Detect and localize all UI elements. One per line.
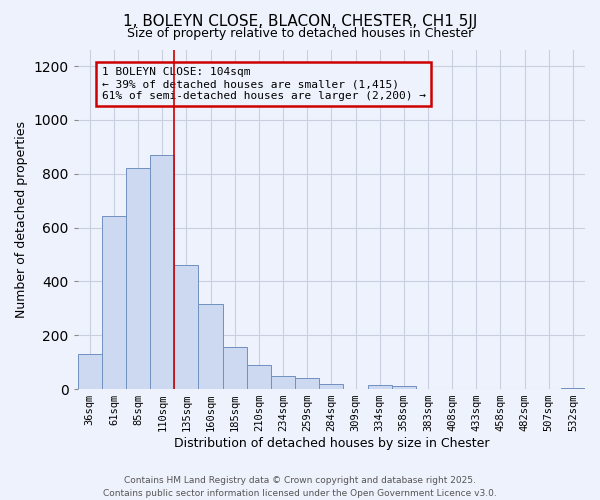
Y-axis label: Number of detached properties: Number of detached properties: [15, 121, 28, 318]
Text: Contains HM Land Registry data © Crown copyright and database right 2025.
Contai: Contains HM Land Registry data © Crown c…: [103, 476, 497, 498]
Bar: [199, 304, 223, 389]
X-axis label: Distribution of detached houses by size in Chester: Distribution of detached houses by size …: [173, 437, 489, 450]
Text: 1, BOLEYN CLOSE, BLACON, CHESTER, CH1 5JJ: 1, BOLEYN CLOSE, BLACON, CHESTER, CH1 5J…: [123, 14, 477, 29]
Bar: [223, 348, 247, 389]
Bar: [126, 168, 150, 389]
Bar: [295, 378, 319, 389]
Bar: [392, 386, 416, 389]
Text: Size of property relative to detached houses in Chester: Size of property relative to detached ho…: [127, 28, 473, 40]
Bar: [150, 155, 175, 389]
Bar: [102, 216, 126, 389]
Bar: [175, 266, 199, 389]
Bar: [319, 384, 343, 389]
Bar: [271, 376, 295, 389]
Text: 1 BOLEYN CLOSE: 104sqm
← 39% of detached houses are smaller (1,415)
61% of semi-: 1 BOLEYN CLOSE: 104sqm ← 39% of detached…: [102, 68, 426, 100]
Bar: [368, 385, 392, 389]
Bar: [78, 354, 102, 389]
Bar: [561, 388, 585, 389]
Bar: [247, 365, 271, 389]
